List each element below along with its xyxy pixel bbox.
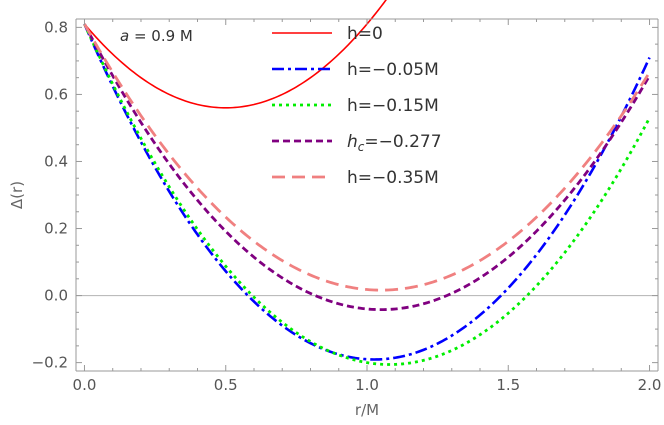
- y-axis-label: Δ(r): [8, 181, 26, 209]
- y-tick-label: 0.6: [44, 85, 68, 103]
- legend-label: h=0: [347, 24, 383, 44]
- series-line: [83, 23, 651, 361]
- legend-label: h=−0.35M: [347, 168, 439, 188]
- tick-layer: 0.0 0.5 1.0 1.5 2.0 −0.2 0.0 0.2 0.4 0.6 0.8: [32, 18, 662, 394]
- annotation-value: = 0.9 M: [129, 27, 193, 45]
- x-tick-label: 1.5: [496, 376, 520, 394]
- series-line: [83, 23, 651, 312]
- y-tick-label: −0.2: [32, 354, 68, 372]
- y-tick-label: 0.2: [44, 220, 68, 238]
- x-tick-label: 2.0: [638, 376, 662, 394]
- series-line: [83, 0, 387, 109]
- axes-frame: 0.0 0.5 1.0 1.5 2.0 −0.2 0.0 0.2 0.4 0.6 0.8: [32, 18, 662, 394]
- annotation-symbol: a: [120, 27, 129, 45]
- series-line: [83, 23, 651, 292]
- legend: h=0 h=−0.05M h=−0.15M hc=−0.277 h=−0.35M: [272, 24, 442, 188]
- legend-label-main: h=−0.15M: [347, 96, 439, 116]
- y-tick-label: 0.8: [44, 18, 68, 36]
- legend-label-main: h: [347, 132, 358, 152]
- x-axis-label: r/M: [355, 401, 379, 419]
- annotation-spin-parameter: a = 0.9 M: [120, 27, 193, 45]
- series-line: [83, 23, 651, 366]
- legend-label-subscript: c: [358, 140, 365, 154]
- y-tick-label: 0.4: [44, 152, 68, 170]
- x-tick-label: 1.0: [355, 376, 379, 394]
- legend-label: h=−0.05M: [347, 60, 439, 80]
- legend-label: hc=−0.277: [347, 132, 442, 154]
- y-tick-label: 0.0: [44, 287, 68, 305]
- legend-label-main: h=−0.35M: [347, 168, 439, 188]
- legend-label-main: h=0: [347, 24, 383, 44]
- x-tick-label: 0.0: [73, 376, 97, 394]
- plot-area: [76, 0, 658, 366]
- legend-label: h=−0.15M: [347, 96, 439, 116]
- legend-label-rest: =−0.277: [364, 132, 441, 152]
- x-tick-label: 0.5: [214, 376, 238, 394]
- legend-label-main: h=−0.05M: [347, 60, 439, 80]
